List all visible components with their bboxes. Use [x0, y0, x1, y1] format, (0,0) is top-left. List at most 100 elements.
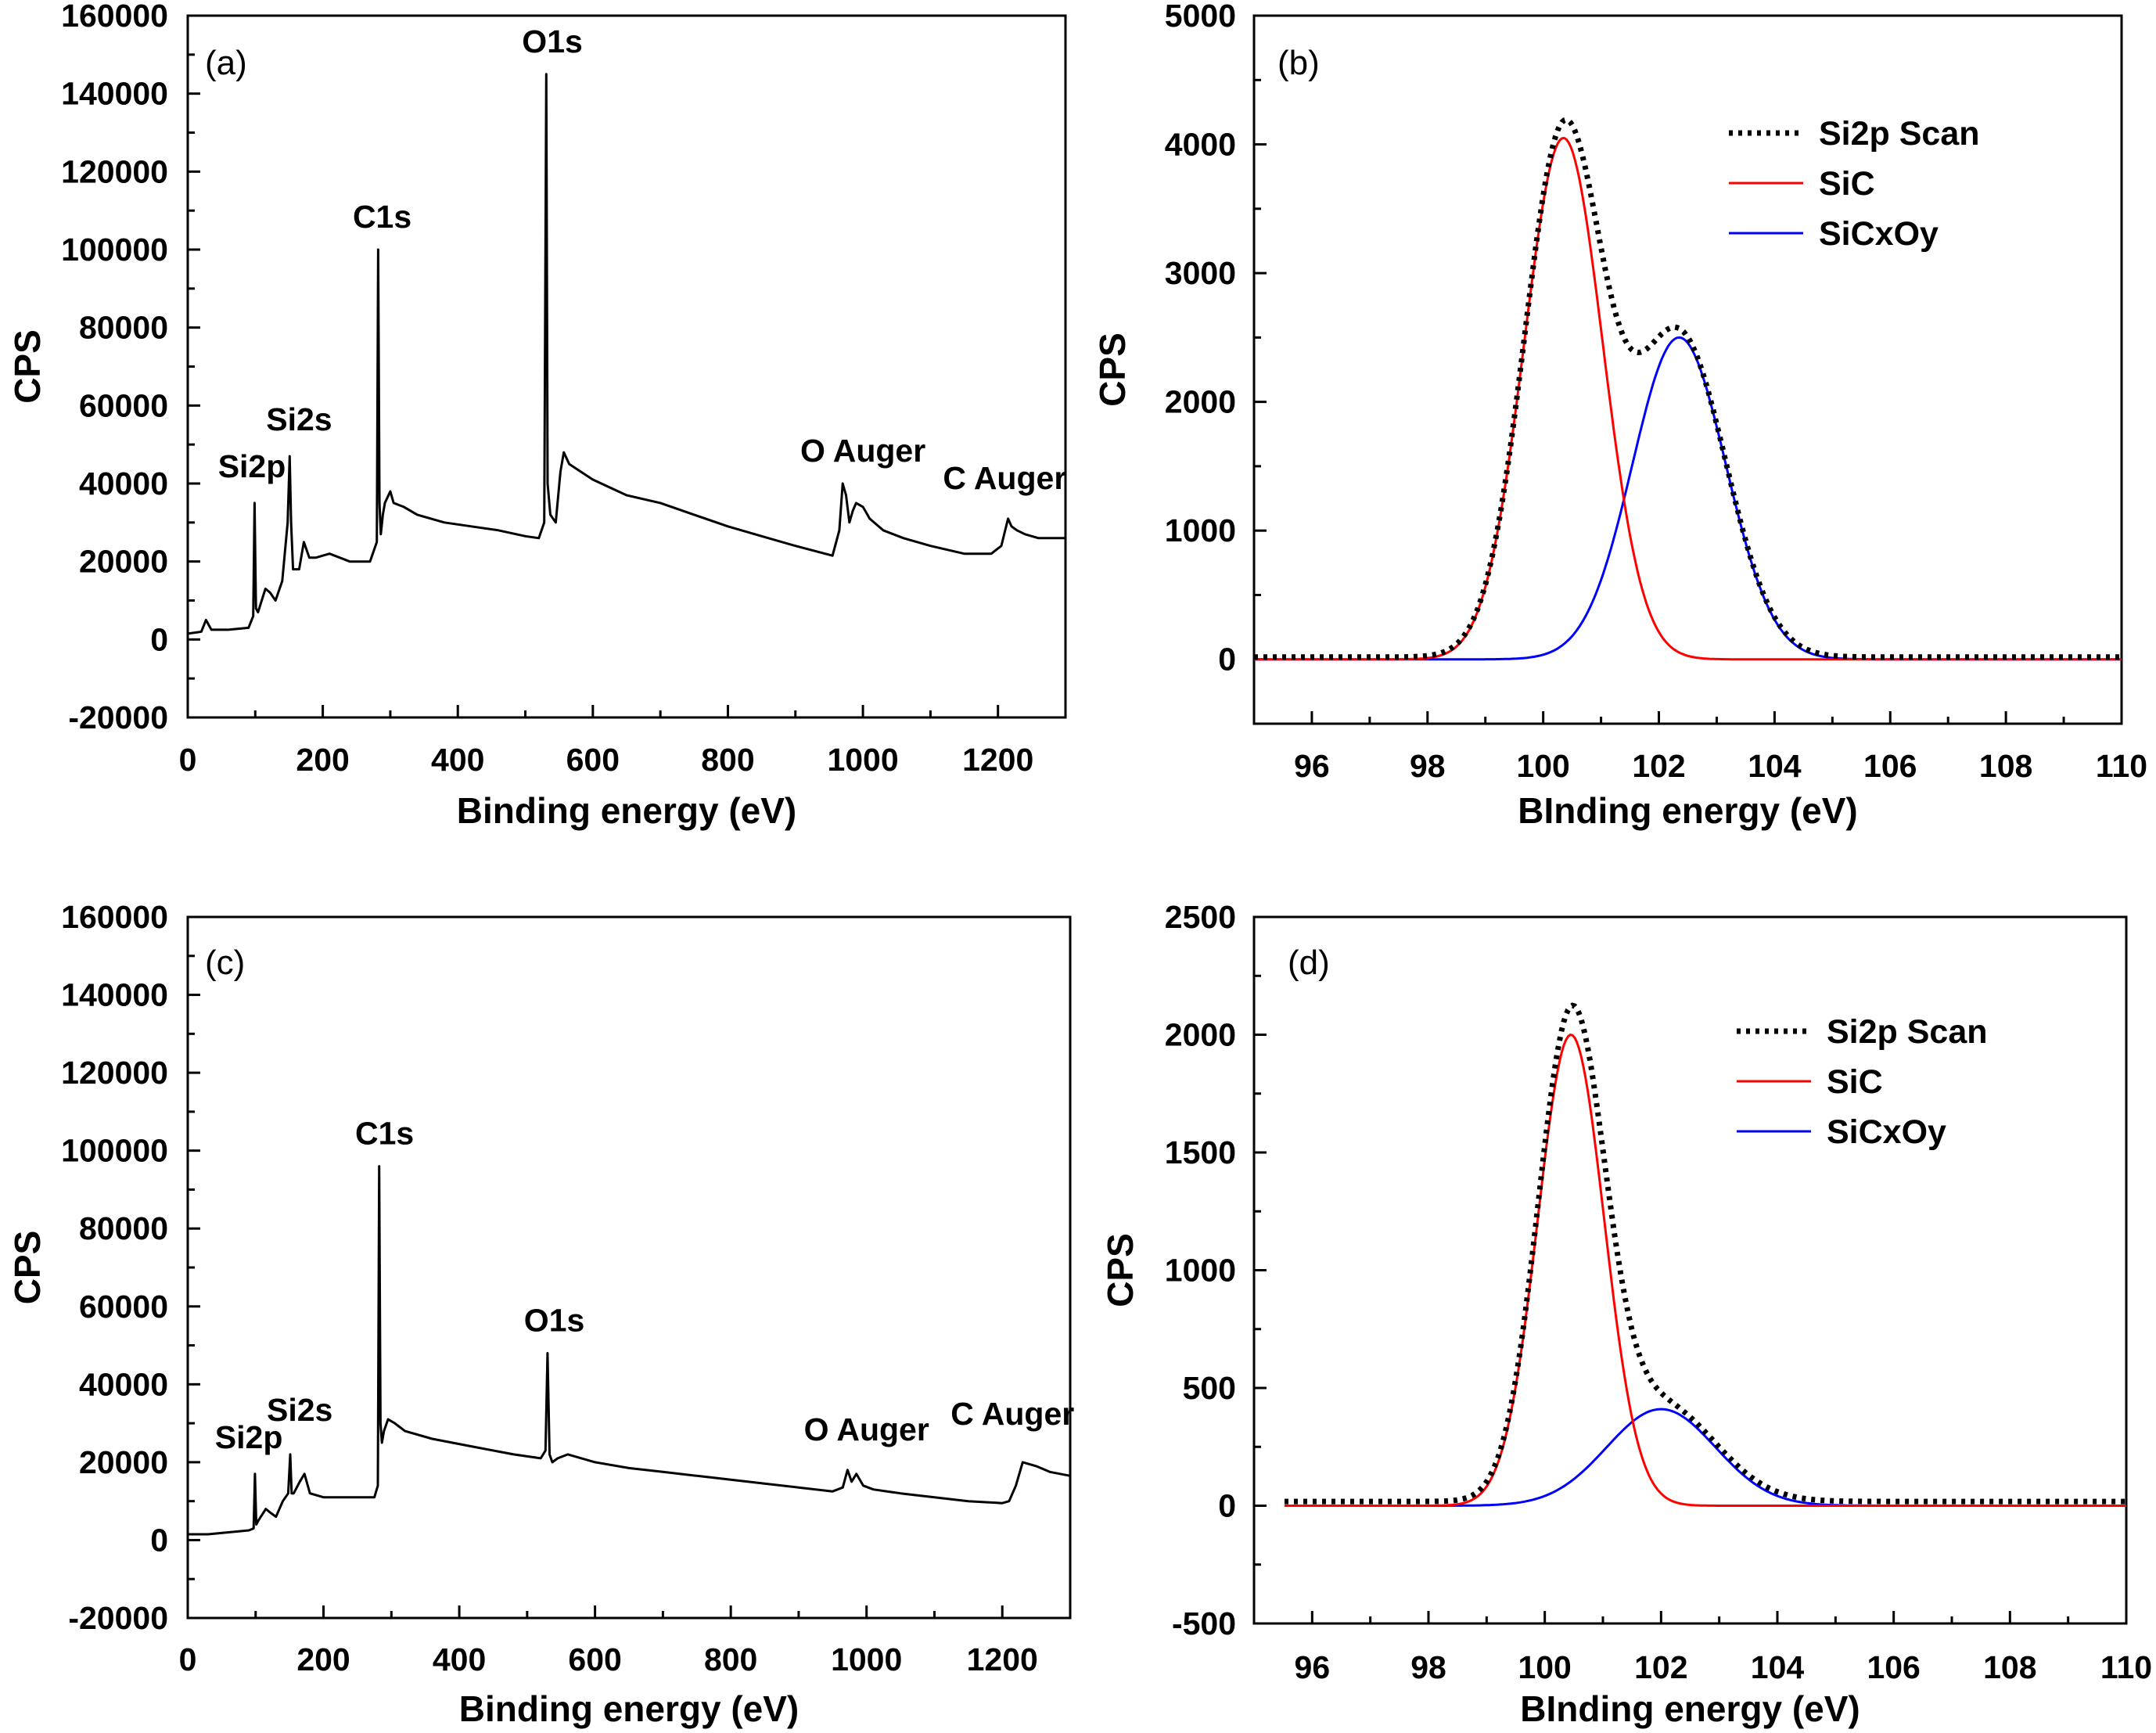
- x-tick-label: 400: [431, 742, 484, 778]
- series-line-survey: [187, 73, 1065, 635]
- y-tick-label: 1000: [1165, 1253, 1236, 1289]
- x-tick-label: 106: [1867, 1649, 1920, 1685]
- x-tick-label: 100: [1518, 1649, 1571, 1685]
- legend-label: SiC: [1827, 1063, 1883, 1101]
- y-axis-title: CPS: [1100, 1233, 1141, 1307]
- x-tick-label: 96: [1295, 1649, 1331, 1685]
- x-axis-title: BInding energy (eV): [1520, 1688, 1860, 1729]
- plot-frame: [186, 14, 1067, 719]
- x-tick-label: 1200: [967, 1641, 1038, 1677]
- x-tick-label: 200: [296, 742, 349, 778]
- chart-panel-4: -500 0 500 1000 1500 2000 2500 96 98 100 102 104 106…: [1100, 899, 2152, 1729]
- y-tick-label: 40000: [79, 1366, 168, 1402]
- chart-panel-2: 0 1000 2000 3000 4000 5000 96 98 100 102 104 106 108…: [1092, 0, 2147, 831]
- panel-label: (c): [205, 944, 245, 982]
- y-tick-label: 0: [150, 621, 168, 657]
- x-tick-label: 600: [568, 1641, 621, 1677]
- x-tick-label: 200: [296, 1641, 350, 1677]
- x-tick-label: 800: [704, 1641, 757, 1677]
- y-tick-label: 5000: [1165, 0, 1236, 34]
- panel-label: (d): [1288, 944, 1330, 982]
- peak-annotation: C Auger: [943, 460, 1066, 496]
- y-tick-label: 140000: [61, 76, 168, 112]
- y-tick-label: 160000: [61, 0, 168, 34]
- x-tick-label: 1000: [827, 742, 898, 778]
- x-tick-label: 102: [1634, 1649, 1687, 1685]
- y-tick-label: -20000: [68, 699, 168, 735]
- series-line-sic: [1285, 1034, 2126, 1507]
- x-tick-label: 104: [1751, 1649, 1805, 1685]
- chart-panel-1: -20000 0 20000 40000 60000 80000 100000 120000 1…: [7, 0, 1067, 831]
- y-tick-label: 1500: [1165, 1134, 1236, 1170]
- y-tick-label: 2000: [1165, 384, 1236, 420]
- y-tick-label: 1000: [1165, 512, 1236, 548]
- x-axis-title: Binding energy (eV): [457, 790, 796, 831]
- chart-panel-3: -20000 0 20000 40000 60000 80000 100000 120000 1…: [7, 899, 1074, 1729]
- y-tick-label: 20000: [79, 1444, 168, 1480]
- legend-label: SiCxOy: [1819, 215, 1939, 253]
- peak-annotation: O1s: [522, 23, 583, 59]
- x-axis-title: Binding energy (eV): [459, 1688, 799, 1729]
- y-tick-label: 40000: [79, 466, 168, 502]
- y-axis-title: CPS: [1092, 333, 1133, 407]
- peak-annotation: O Auger: [804, 1411, 929, 1447]
- y-tick-label: 120000: [61, 1055, 168, 1091]
- y-tick-label: 0: [1218, 642, 1236, 678]
- x-axis-title: BInding energy (eV): [1518, 790, 1857, 831]
- y-axis-title: CPS: [7, 329, 48, 404]
- y-tick-label: 500: [1183, 1370, 1236, 1406]
- x-tick-label: 98: [1410, 1649, 1446, 1685]
- peak-annotation: O Auger: [800, 433, 925, 469]
- y-tick-label: 0: [150, 1522, 168, 1558]
- x-tick-label: 600: [566, 742, 620, 778]
- x-tick-label: 400: [433, 1641, 486, 1677]
- peak-annotation: Si2p: [218, 448, 286, 484]
- x-tick-label: 100: [1516, 748, 1569, 784]
- peak-annotation: C Auger: [950, 1396, 1074, 1432]
- y-tick-label: 4000: [1165, 127, 1236, 163]
- y-tick-label: 100000: [61, 232, 168, 268]
- x-tick-label: 108: [1979, 748, 2032, 784]
- y-tick-label: 60000: [79, 1289, 168, 1325]
- y-tick-label: 80000: [79, 310, 168, 346]
- x-tick-label: 102: [1632, 748, 1685, 784]
- x-tick-label: 1200: [962, 742, 1033, 778]
- x-tick-label: 0: [179, 1641, 197, 1677]
- x-tick-label: 108: [1983, 1649, 2036, 1685]
- legend-label: Si2p Scan: [1819, 115, 1980, 153]
- y-tick-label: 80000: [79, 1210, 168, 1246]
- peak-annotation: Si2p: [215, 1419, 283, 1455]
- panel-label: (a): [205, 44, 247, 82]
- x-tick-label: 800: [701, 742, 754, 778]
- series-line-si2p-scan: [1254, 117, 2122, 660]
- plot-frame: [1252, 915, 2128, 1625]
- peak-annotation: Si2s: [266, 401, 332, 437]
- peak-annotation: C1s: [353, 199, 411, 235]
- y-tick-label: -20000: [68, 1600, 168, 1636]
- peak-annotation: Si2s: [267, 1392, 332, 1428]
- plot-frame: [1252, 14, 2123, 725]
- x-tick-label: 98: [1410, 748, 1446, 784]
- y-tick-label: 0: [1218, 1488, 1236, 1524]
- y-tick-label: 120000: [61, 153, 168, 189]
- x-tick-label: 1000: [831, 1641, 902, 1677]
- peak-annotation: C1s: [355, 1116, 414, 1152]
- series-line-sicxoy: [1285, 1408, 2126, 1507]
- x-tick-label: 110: [2096, 748, 2147, 784]
- legend-label: SiC: [1819, 165, 1875, 203]
- series-line-si2p-scan: [1285, 1002, 2126, 1505]
- series-line-sic: [1254, 136, 2122, 661]
- y-tick-label: 100000: [61, 1133, 168, 1169]
- plot-frame: [186, 915, 1072, 1620]
- y-axis-title: CPS: [7, 1231, 48, 1305]
- legend-label: SiCxOy: [1827, 1113, 1946, 1151]
- y-tick-label: 140000: [61, 977, 168, 1013]
- y-tick-label: 3000: [1165, 255, 1236, 291]
- y-tick-label: 2500: [1165, 899, 1236, 935]
- y-tick-label: -500: [1172, 1605, 1236, 1641]
- series-line-survey: [188, 1165, 1071, 1536]
- y-tick-label: 2000: [1165, 1017, 1236, 1053]
- x-tick-label: 96: [1294, 748, 1330, 784]
- y-tick-label: 160000: [61, 899, 168, 935]
